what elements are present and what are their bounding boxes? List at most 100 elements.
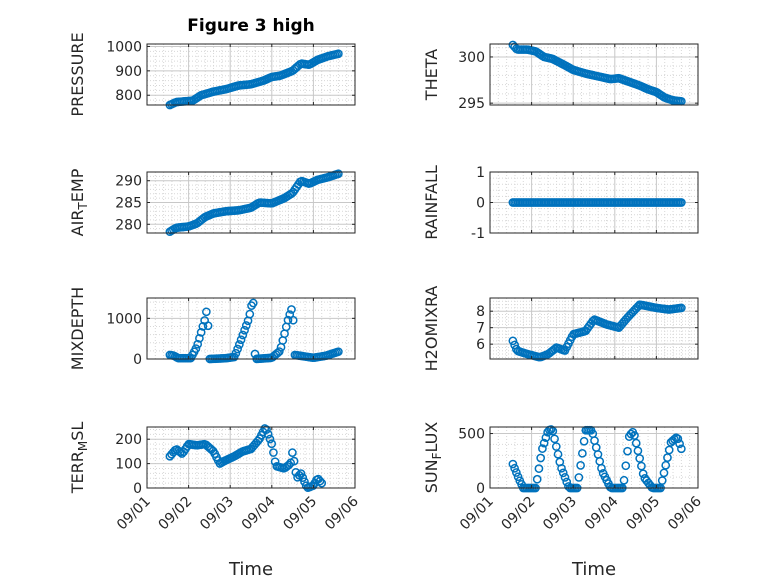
y-tick-label: 200 xyxy=(115,432,142,448)
data-point xyxy=(619,475,629,485)
y-axis-label: TERRMSL xyxy=(68,422,90,495)
data-point xyxy=(334,169,343,179)
data-point xyxy=(508,336,518,346)
data-point xyxy=(508,459,518,469)
data-point xyxy=(283,315,293,325)
data-point xyxy=(576,461,585,470)
data-point xyxy=(621,461,631,471)
axes-box xyxy=(146,426,356,489)
data-point xyxy=(298,473,308,482)
data-point xyxy=(269,448,278,457)
data-point xyxy=(670,434,679,444)
axes-box xyxy=(489,426,699,489)
data-point xyxy=(233,344,242,354)
y-tick-label: 285 xyxy=(115,196,142,212)
data-point xyxy=(657,476,667,485)
data-point xyxy=(512,468,521,477)
data-point xyxy=(677,303,686,313)
data-point xyxy=(661,460,671,470)
data-point xyxy=(550,434,559,444)
y-tick-label: 0 xyxy=(133,352,142,368)
y-tick-label: 300 xyxy=(458,50,485,66)
data-point xyxy=(262,425,271,434)
axes-box xyxy=(146,43,356,106)
data-point xyxy=(241,321,251,330)
data-point xyxy=(196,328,206,337)
y-axis-label: PRESSURE xyxy=(68,32,87,116)
data-point xyxy=(558,468,568,478)
y-tick-label: 1 xyxy=(476,165,485,181)
data-point xyxy=(663,453,672,462)
y-tick-label: 6 xyxy=(476,337,485,353)
data-point xyxy=(664,445,674,455)
y-tick-label: 1000 xyxy=(106,39,142,55)
data-point xyxy=(513,472,523,482)
data-point xyxy=(263,429,273,439)
data-point xyxy=(510,463,519,473)
data-point xyxy=(546,425,556,434)
y-tick-label: 7 xyxy=(476,321,485,337)
data-point xyxy=(574,473,584,482)
data-point xyxy=(267,439,277,449)
data-point xyxy=(235,340,244,349)
data-point xyxy=(597,463,606,473)
data-point xyxy=(289,456,299,466)
data-point xyxy=(231,348,241,358)
data-point xyxy=(195,333,204,343)
data-point xyxy=(245,309,255,319)
data-point xyxy=(557,463,566,473)
y-tick-label: -1 xyxy=(471,226,485,242)
subplot-1: 295 300 THETA xyxy=(422,40,699,112)
y-axis-label: THETA xyxy=(422,49,441,101)
y-tick-label: 1000 xyxy=(106,311,142,327)
y-tick-label: 900 xyxy=(115,64,142,80)
data-point xyxy=(560,473,570,482)
data-point xyxy=(191,344,201,353)
data-point xyxy=(551,442,561,451)
data-point xyxy=(631,438,641,448)
y-axis-label: MIXDEPTH xyxy=(68,287,87,370)
data-point xyxy=(315,476,325,486)
data-point xyxy=(630,431,639,440)
y-tick-label: 0 xyxy=(476,196,485,212)
data-point xyxy=(287,305,296,314)
data-point xyxy=(541,433,551,443)
subplot-2: 280 285 290 AIRTEMP xyxy=(68,168,356,236)
data-point xyxy=(675,439,684,449)
data-point xyxy=(633,446,643,456)
data-point xyxy=(538,444,547,453)
x-axis-label-left: Time xyxy=(228,559,273,580)
x-axis-label-right: Time xyxy=(571,559,616,580)
data-point xyxy=(334,49,343,59)
data-point xyxy=(317,478,327,488)
data-point xyxy=(288,315,298,325)
data-point xyxy=(638,469,648,479)
data-point xyxy=(238,330,248,340)
subplot-3: -1 0 1 RAINFALL xyxy=(422,165,699,242)
data-point xyxy=(193,339,203,349)
y-tick-label: 295 xyxy=(458,96,485,112)
subplot-5: 678 H2OMIXRA xyxy=(422,286,699,372)
y-tick-label: 100 xyxy=(115,457,142,473)
subplot-4: 0 1000 MIXDEPTH xyxy=(68,287,356,370)
figure-title: Figure 3 high xyxy=(187,16,315,36)
data-point xyxy=(579,436,589,446)
data-point xyxy=(635,454,645,463)
data-point xyxy=(539,438,549,448)
subplot-0: 800 900 1000 PRESSURE xyxy=(68,32,356,117)
data-point xyxy=(553,449,563,459)
y-tick-label: 0 xyxy=(133,481,142,497)
y-tick-label: 500 xyxy=(458,427,485,443)
y-axis-label: RAINFALL xyxy=(422,165,441,240)
data-point xyxy=(659,468,669,478)
data-point xyxy=(534,464,544,473)
data-point xyxy=(637,461,646,471)
data-point xyxy=(296,469,306,478)
y-tick-label: 0 xyxy=(476,481,485,497)
y-axis-label: H2OMIXRA xyxy=(422,286,441,372)
data-point xyxy=(265,434,275,444)
y-tick-label: 800 xyxy=(115,88,142,104)
data-point xyxy=(578,448,587,458)
data-point xyxy=(248,298,258,308)
